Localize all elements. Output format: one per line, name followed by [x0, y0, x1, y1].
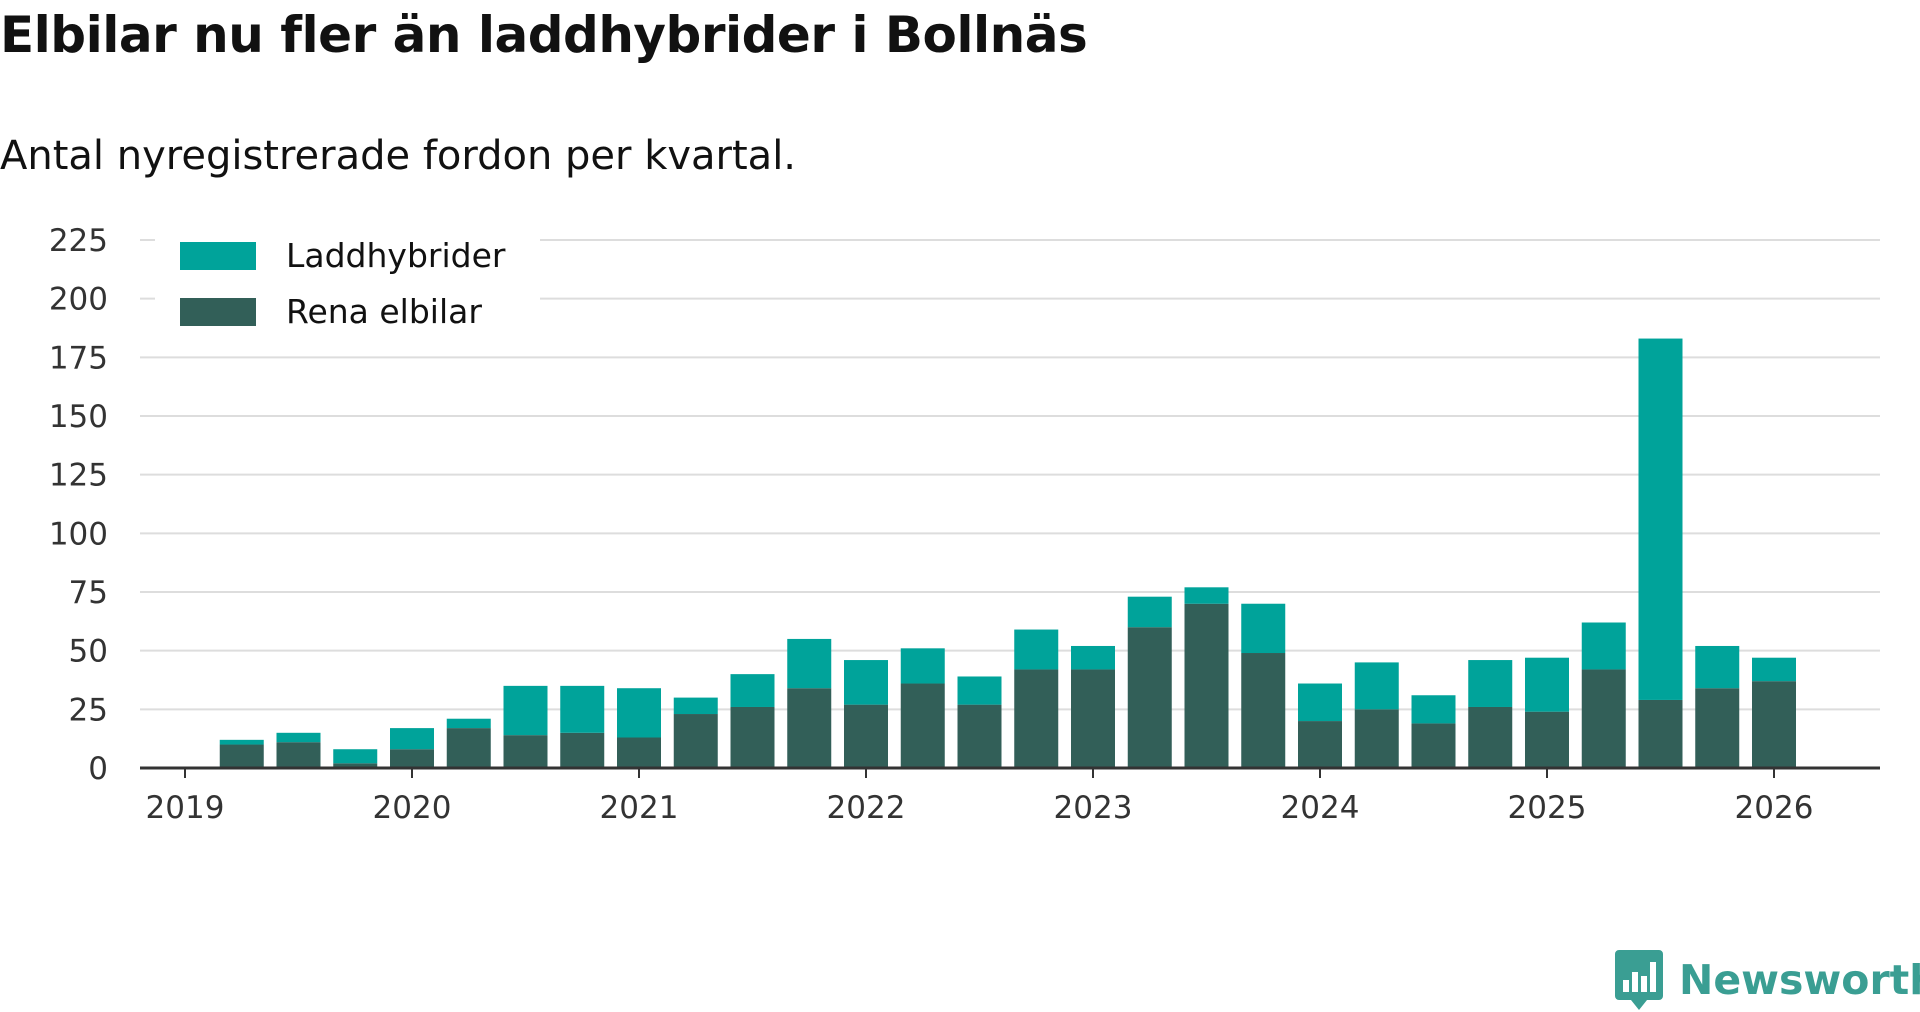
bar-laddhybrider — [560, 685, 605, 733]
bar-laddhybrider — [1525, 657, 1569, 712]
bar-rena-elbilar — [1581, 669, 1626, 768]
bar-rena-elbilar — [1468, 706, 1513, 768]
bar-laddhybrider — [730, 674, 775, 707]
y-tick-label: 150 — [49, 399, 108, 435]
brand-name: Newsworthy — [1679, 956, 1920, 1004]
bar-rena-elbilar — [560, 732, 605, 768]
axes: 0 25 50 75 100 125 150 175 200 225 2019 2020 2021 202… — [49, 223, 1880, 826]
bar-laddhybrider — [1638, 338, 1683, 700]
x-tick-label: 2026 — [1735, 790, 1814, 826]
bar-laddhybrider — [1695, 645, 1740, 689]
stacked-bar-chart: 0 25 50 75 100 125 150 175 200 225 2019 2020 2021 202… — [49, 212, 1880, 826]
chart-area: 0 25 50 75 100 125 150 175 200 225 2019 2020 2021 202… — [0, 200, 1920, 860]
bar-rena-elbilar — [730, 706, 775, 768]
bars — [219, 338, 1796, 768]
bar-rena-elbilar — [503, 735, 548, 768]
bar-rena-elbilar — [446, 728, 491, 768]
newsworthy-logo-icon — [1615, 950, 1663, 1010]
bar-rena-elbilar — [844, 704, 888, 768]
bar-rena-elbilar — [1298, 721, 1342, 768]
bar-laddhybrider — [1014, 629, 1059, 670]
brand-logo: Newsworthy — [1615, 948, 1920, 1012]
bar-laddhybrider — [1298, 683, 1342, 722]
bar-rena-elbilar — [276, 742, 321, 768]
x-tick-label: 2021 — [600, 790, 679, 826]
bar-laddhybrider — [1071, 645, 1115, 670]
y-tick-label: 225 — [49, 223, 108, 259]
bar-laddhybrider — [1354, 662, 1399, 710]
bar-laddhybrider — [1581, 622, 1626, 670]
chart-title: Elbilar nu fler än laddhybrider i Bollnä… — [0, 6, 1088, 64]
bar-laddhybrider — [1752, 657, 1796, 682]
bar-laddhybrider — [390, 728, 434, 750]
bar-rena-elbilar — [1695, 688, 1740, 768]
bar-laddhybrider — [1184, 587, 1229, 604]
y-tick-label: 0 — [88, 751, 108, 787]
chart-subtitle: Antal nyregistrerade fordon per kvartal. — [0, 133, 797, 179]
bar-rena-elbilar — [1411, 723, 1456, 768]
bar-laddhybrider — [900, 648, 945, 684]
bar-rena-elbilar — [900, 683, 945, 768]
x-tick-label: 2022 — [827, 790, 906, 826]
legend-swatch — [180, 242, 256, 270]
bar-rena-elbilar — [1014, 669, 1059, 768]
y-tick-label: 200 — [49, 282, 108, 318]
bar-laddhybrider — [957, 676, 1002, 705]
y-tick-label: 50 — [69, 634, 108, 670]
x-tick-label: 2025 — [1508, 790, 1587, 826]
bar-rena-elbilar — [957, 704, 1002, 768]
x-tick-label: 2020 — [373, 790, 452, 826]
gridlines — [140, 239, 1880, 711]
bar-rena-elbilar — [787, 688, 832, 768]
bar-rena-elbilar — [1354, 709, 1399, 768]
bar-rena-elbilar — [617, 737, 661, 768]
bar-laddhybrider — [617, 688, 661, 738]
bar-laddhybrider — [276, 732, 321, 743]
bar-laddhybrider — [1411, 695, 1456, 724]
bar-laddhybrider — [1127, 596, 1172, 628]
legend-label: Rena elbilar — [286, 292, 482, 331]
bar-laddhybrider — [219, 739, 264, 745]
bar-laddhybrider — [446, 718, 491, 729]
x-tick-label: 2023 — [1054, 790, 1133, 826]
bar-rena-elbilar — [1241, 653, 1286, 768]
bar-laddhybrider — [333, 749, 378, 764]
bar-laddhybrider — [787, 638, 832, 689]
bar-rena-elbilar — [1127, 627, 1172, 768]
y-tick-label: 100 — [49, 516, 108, 552]
bar-rena-elbilar — [1184, 603, 1229, 768]
bar-rena-elbilar — [1752, 681, 1796, 768]
bar-rena-elbilar — [673, 714, 718, 768]
bar-laddhybrider — [1241, 603, 1286, 654]
y-tick-label: 75 — [69, 575, 108, 611]
bar-rena-elbilar — [219, 744, 264, 768]
y-tick-label: 175 — [49, 340, 108, 376]
bar-rena-elbilar — [390, 749, 434, 768]
bar-laddhybrider — [844, 660, 888, 705]
x-tick-label: 2024 — [1281, 790, 1360, 826]
legend: Laddhybrider Rena elbilar — [155, 212, 540, 340]
x-tick-label: 2019 — [146, 790, 225, 826]
bar-laddhybrider — [673, 697, 718, 715]
bar-laddhybrider — [503, 685, 548, 736]
y-tick-label: 125 — [49, 458, 108, 494]
bar-rena-elbilar — [333, 763, 378, 768]
legend-swatch — [180, 298, 256, 326]
legend-label: Laddhybrider — [286, 236, 506, 275]
y-tick-label: 25 — [69, 692, 108, 728]
bar-rena-elbilar — [1071, 669, 1115, 768]
bar-laddhybrider — [1468, 660, 1513, 707]
bar-rena-elbilar — [1525, 711, 1569, 768]
bar-rena-elbilar — [1638, 699, 1683, 768]
